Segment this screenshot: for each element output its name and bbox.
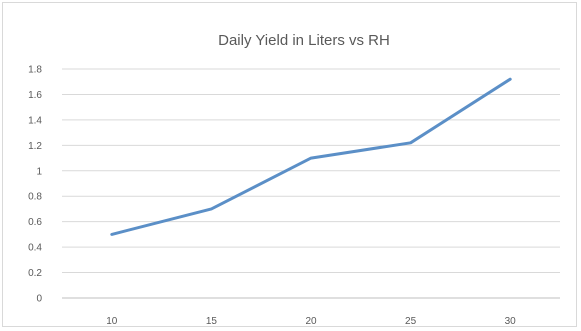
y-tick-label: 0.4 [28, 243, 42, 254]
y-tick-label: 0.2 [28, 268, 42, 279]
y-tick-label: 1.4 [28, 115, 42, 126]
x-tick-label: 25 [405, 316, 417, 327]
y-tick-label: 0.6 [28, 217, 42, 228]
x-axis-ticks: 10 15 20 25 30 [106, 316, 516, 327]
y-tick-label: 1.2 [28, 141, 42, 152]
x-tick-label: 30 [505, 316, 517, 327]
grid-lines [62, 68, 560, 299]
y-tick-label: 1.8 [28, 65, 42, 76]
y-axis-ticks: 0 0.2 0.4 0.6 0.8 1 1.2 1.4 1.6 1.8 [28, 65, 42, 305]
x-tick-label: 10 [106, 316, 118, 327]
y-tick-label: 1 [36, 166, 42, 177]
series-layer [110, 77, 512, 236]
y-tick-label: 1.6 [28, 90, 42, 101]
x-tick-label: 15 [206, 316, 218, 327]
chart-title: Daily Yield in Liters vs RH [218, 32, 390, 49]
x-tick-label: 20 [305, 316, 317, 327]
series-line [110, 77, 512, 236]
y-tick-label: 0 [36, 294, 42, 305]
y-tick-label: 0.8 [28, 192, 42, 203]
